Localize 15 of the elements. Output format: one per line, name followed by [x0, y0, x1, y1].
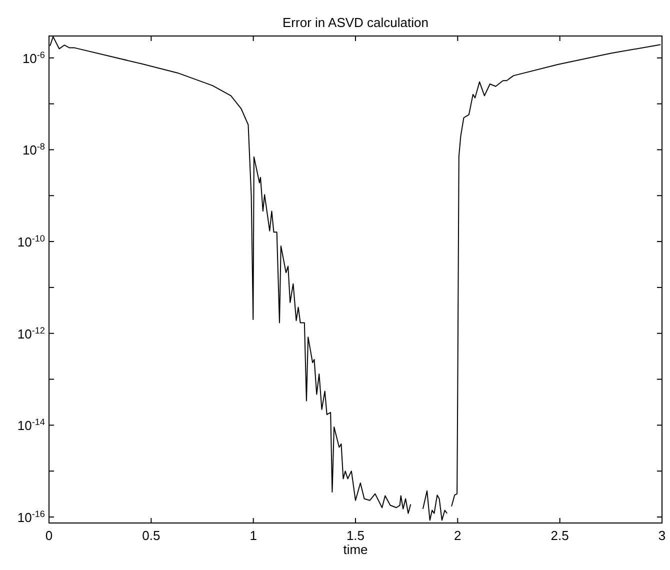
y-tick-label: 10$^{-14}$ [17, 417, 45, 434]
y-tick-label: 10$^{-6}$ [22, 50, 45, 66]
x-tick-label: 0 [45, 528, 53, 543]
y-tick-label: 10$^{-8}$ [22, 142, 45, 158]
x-tick-label: 1.5 [346, 528, 365, 543]
x-tick-label: 3 [658, 528, 666, 543]
y-tick-label: 10$^{-12}$ [17, 325, 45, 342]
y-tick-label: 10$^{-10}$ [17, 234, 45, 250]
x-tick-label: 1 [250, 528, 257, 543]
y-tick-label: 10$^{-16}$ [17, 508, 45, 525]
x-axis-title: time [343, 542, 368, 557]
x-tick-label: 0.5 [142, 528, 160, 543]
chart-title: Error in ASVD calculation [282, 15, 428, 30]
x-tick-label: 2 [454, 528, 462, 543]
x-tick-label: 2.5 [550, 528, 569, 543]
